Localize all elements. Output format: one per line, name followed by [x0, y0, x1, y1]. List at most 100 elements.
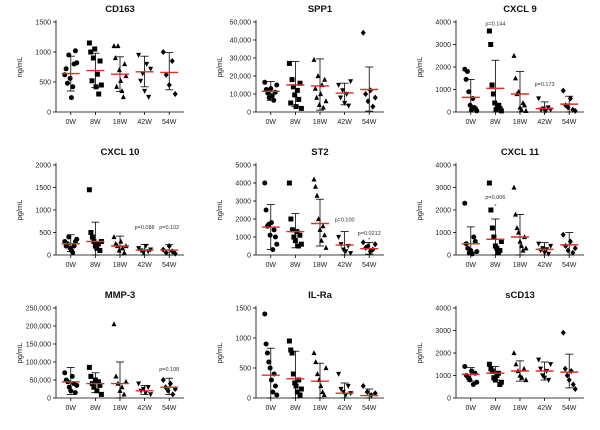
y-tick-label: 2000: [235, 216, 251, 223]
data-point: [463, 76, 469, 82]
x-tick-label: 8W: [90, 405, 101, 412]
data-point: [288, 347, 294, 353]
x-tick-label: 18W: [113, 405, 128, 412]
data-point: [314, 192, 320, 198]
y-tick-label: 0: [447, 109, 451, 116]
data-point: [298, 105, 304, 111]
data-point: [564, 372, 570, 379]
y-axis-label: pg/mL: [415, 343, 424, 364]
y-tick-label: 10,000: [230, 91, 252, 98]
data-point: [536, 96, 542, 102]
data-point: [570, 249, 576, 256]
data-point: [86, 364, 92, 370]
data-point: [296, 96, 302, 102]
y-tick-label: 3000: [435, 185, 451, 192]
data-point: [88, 49, 94, 55]
data-point: [70, 84, 76, 90]
x-tick-label: 8W: [290, 119, 301, 126]
chart-title: CXCL 10: [101, 147, 140, 158]
data-point: [120, 245, 126, 251]
data-point: [336, 82, 342, 88]
y-tick-label: 2000: [435, 350, 451, 357]
data-point: [314, 94, 320, 100]
data-point: [536, 241, 542, 247]
data-point: [111, 234, 117, 240]
data-point: [148, 392, 154, 398]
x-tick-label: 54W: [362, 119, 377, 126]
data-point: [364, 389, 370, 395]
data-point: [160, 377, 166, 383]
data-point: [292, 380, 298, 386]
scatter-plot: MMP-3 0 50,000 100,000 150,000 200,000 250,000…: [15, 290, 184, 412]
data-point: [543, 108, 549, 114]
data-point: [144, 61, 150, 67]
x-tick-label: 8W: [490, 262, 501, 269]
data-point: [267, 365, 273, 371]
data-point: [111, 43, 117, 49]
y-tick-label: 0: [47, 252, 51, 259]
data-point: [520, 247, 526, 253]
data-point: [288, 216, 294, 222]
scatter-plot: ST2 0 1000 2000 3000 4000 5000 ng/mL 0W 8W 18W 42W 5…: [215, 147, 384, 269]
data-point: [274, 392, 280, 398]
data-point: [572, 386, 578, 392]
data-point: [548, 362, 554, 368]
chart-panel-scd13: sCD13 0 1000 2000 3000 4000 pg/mL 0W 8W 18W 42W 54W: [400, 286, 600, 429]
data-point: [267, 232, 273, 238]
data-point: [367, 87, 373, 94]
chart-title: ST2: [311, 147, 328, 158]
y-tick-label: 1500: [35, 185, 51, 192]
data-point: [95, 241, 101, 247]
y-tick-label: 2000: [435, 64, 451, 71]
data-point: [372, 241, 378, 248]
x-tick-label: 0W: [266, 119, 277, 126]
data-point: [562, 365, 568, 372]
data-point: [123, 73, 129, 79]
data-point: [272, 89, 278, 95]
data-point: [291, 234, 297, 240]
data-point: [89, 78, 95, 84]
data-point: [121, 249, 127, 255]
data-point: [370, 103, 376, 110]
data-point: [98, 391, 104, 397]
data-point: [118, 238, 124, 244]
data-point: [66, 234, 72, 240]
scatter-plot: CD163 0 500 1000 1500 ng/mL 0W 8W 18W 42W 54W: [15, 4, 184, 126]
y-tick-label: 3000: [435, 42, 451, 49]
data-point: [296, 377, 302, 383]
data-point: [545, 105, 551, 111]
x-tick-label: 0W: [66, 119, 77, 126]
data-point: [360, 383, 366, 389]
chart-title: sCD13: [505, 290, 535, 301]
data-point: [122, 61, 128, 67]
y-axis-label: ng/mL: [15, 57, 24, 78]
y-tick-label: 1000: [235, 234, 251, 241]
data-point: [74, 382, 80, 388]
data-point: [311, 176, 317, 182]
data-point: [572, 107, 578, 114]
data-point: [316, 101, 322, 107]
data-point: [489, 225, 495, 231]
data-point: [172, 91, 178, 97]
data-point: [348, 251, 354, 257]
x-tick-label: 8W: [290, 262, 301, 269]
y-tick-label: 1000: [35, 207, 51, 214]
chart-title: CXCL 9: [503, 4, 537, 15]
scatter-plot: IL-Ra 0 500 1000 1500 pg/mL 0W 8W 18W 42W 54W: [215, 290, 384, 412]
data-point: [74, 236, 80, 242]
y-tick-label: 4000: [435, 19, 451, 26]
data-point: [486, 28, 492, 34]
x-tick-label: 18W: [313, 119, 328, 126]
data-point: [140, 71, 146, 77]
x-tick-label: 18W: [313, 262, 328, 269]
data-point: [72, 48, 78, 54]
scatter-plot: CXCL 9 0 1000 2000 3000 4000 pg/mL 0W 8W 18W 42W 54…: [415, 4, 584, 126]
data-point: [323, 244, 329, 250]
x-tick-label: 0W: [66, 262, 77, 269]
data-point: [93, 84, 99, 90]
y-tick-label: 50,000: [230, 19, 252, 26]
x-tick-label: 8W: [490, 405, 501, 412]
data-point: [538, 366, 544, 372]
data-point: [268, 220, 274, 226]
data-point: [567, 238, 573, 245]
